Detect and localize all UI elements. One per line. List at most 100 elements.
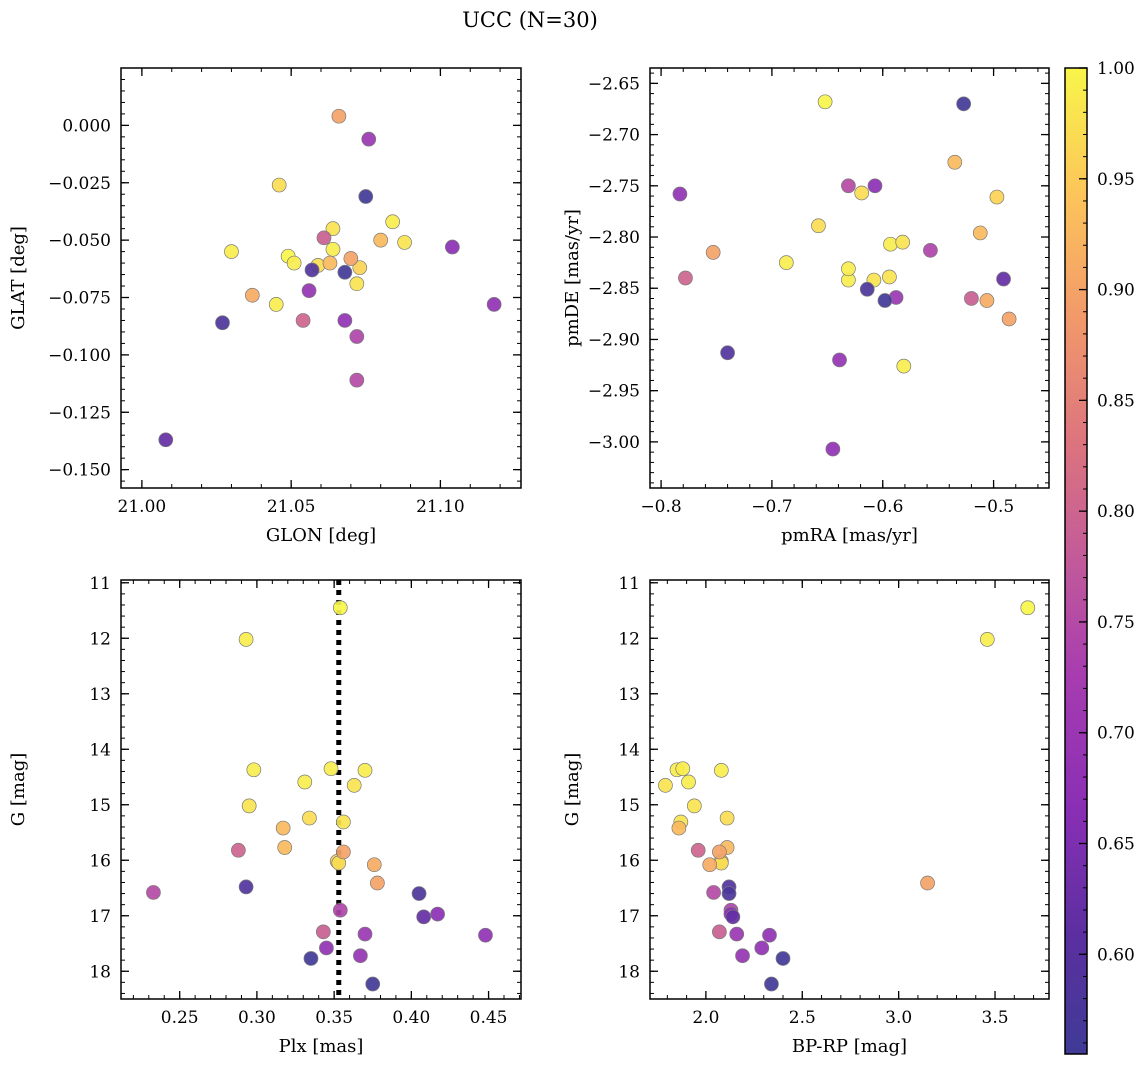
colorbar-tick-label: 0.70: [1097, 724, 1135, 744]
panel-3: 0.25 0.30 0.35 0.40 0.45 11 12 13 14 15 16 17 18 Plx …: [8, 574, 522, 1057]
scatter-point: [430, 906, 445, 922]
scatter-point: [325, 241, 341, 257]
y-tick-label: −2.75: [588, 177, 640, 197]
x-tick-label: 2.5: [789, 1008, 816, 1028]
scatter-point: [713, 763, 729, 778]
scatter-point: [302, 810, 317, 826]
y-tick-label: −2.85: [588, 279, 640, 299]
scatter-point: [996, 271, 1011, 287]
colorbar-tick-label: 0.85: [1097, 391, 1135, 411]
scatter-point: [686, 798, 702, 814]
y-tick-label: 12: [618, 629, 640, 649]
scatter-point: [681, 774, 696, 790]
x-tick-label: 21.10: [416, 497, 465, 517]
scatter-point: [416, 909, 432, 925]
scatter-point: [301, 283, 317, 298]
scatter-point: [268, 297, 284, 312]
scatter-point: [979, 632, 995, 647]
scatter-point: [238, 879, 254, 895]
scatter-point: [712, 844, 727, 860]
y-tick-label: 13: [89, 685, 111, 705]
scatter-point: [671, 820, 687, 836]
colorbar-tick-label: 1.00: [1097, 59, 1135, 79]
scatter-point: [319, 940, 334, 956]
scatter-point: [895, 234, 911, 250]
panel-4: 2.0 2.5 3.0 3.5 11 12 13 14 15 16 17 18 BP-RP [mag] G…: [562, 574, 1050, 1057]
scatter-point: [277, 840, 293, 855]
scatter-point: [385, 214, 400, 230]
scatter-point: [332, 902, 348, 918]
scatter-point: [956, 96, 972, 112]
scatter-point: [444, 239, 460, 255]
scatter-point: [337, 313, 353, 328]
y-tick-label: −0.050: [48, 231, 111, 251]
scatter-point: [729, 926, 745, 942]
y-tick-label: 15: [89, 796, 111, 816]
scatter-point: [778, 255, 794, 270]
panel-frame: [649, 67, 1050, 489]
y-tick-label: 18: [618, 962, 640, 982]
colorbar: 0.60 0.65 0.70 0.75 0.80 0.85 0.90 0.95 1.00: [1064, 59, 1135, 1055]
colorbar-gradient: [1065, 68, 1087, 1054]
scatter-point: [158, 432, 174, 448]
scatter-point: [370, 875, 385, 891]
scatter-point: [762, 927, 777, 943]
scatter-point: [735, 948, 750, 964]
scatter-point: [336, 844, 351, 860]
scatter-point: [832, 352, 847, 368]
y-tick-label: −0.075: [48, 289, 111, 309]
y-axis-label: G [mag]: [562, 753, 583, 826]
scatter-point: [361, 131, 377, 147]
scatter-point: [725, 909, 741, 925]
scatter-point: [720, 345, 735, 361]
scatter-point: [365, 976, 381, 992]
scatter-point: [882, 269, 897, 285]
scatter-point: [678, 270, 693, 286]
figure-title: UCC (N=30): [462, 8, 598, 32]
scatter-point: [754, 940, 770, 956]
x-tick-label: 3.0: [885, 1008, 912, 1028]
scatter-point: [349, 276, 365, 292]
colorbar-tick-label: 0.90: [1097, 281, 1135, 301]
y-tick-label: 0.000: [62, 116, 111, 136]
panel-2: −0.8 −0.7 −0.6 −0.5 −2.65 −2.70 −2.75 −2.80 −2.8…: [562, 67, 1050, 546]
scatter-point: [883, 236, 898, 252]
scatter-point: [373, 232, 389, 248]
colorbar-frame: [1064, 67, 1088, 1055]
y-tick-label: 15: [618, 796, 640, 816]
scatter-point: [353, 948, 368, 964]
scatter-point: [303, 951, 319, 966]
y-tick-label: −2.70: [588, 126, 640, 146]
x-tick-label: 21.05: [267, 497, 316, 517]
scatter-point: [486, 297, 502, 312]
scatter-point: [972, 225, 988, 241]
panel-frame: [649, 579, 1050, 1000]
scatter-point: [867, 178, 883, 194]
y-tick-label: −2.95: [588, 382, 640, 402]
scatter-point: [331, 108, 347, 124]
scatter-point: [896, 358, 912, 374]
scatter-point: [337, 264, 353, 280]
scatter-point: [675, 761, 691, 777]
scatter-point: [315, 924, 331, 940]
x-tick-label: 0.40: [392, 1008, 430, 1028]
scatter-point: [332, 600, 348, 616]
y-tick-label: 14: [618, 740, 640, 760]
y-tick-label: −0.150: [48, 461, 111, 481]
x-tick-label: −0.8: [640, 497, 681, 517]
scatter-point: [238, 632, 254, 647]
scatter-point: [316, 230, 332, 246]
scatter-point: [841, 178, 856, 194]
scatter-point: [295, 313, 311, 328]
panel-frame: [120, 67, 522, 489]
scatter-point: [322, 255, 338, 271]
x-axis-label: pmRA [mas/yr]: [781, 525, 918, 546]
scatter-point: [706, 885, 721, 900]
scatter-point: [775, 951, 791, 966]
colorbar-tick-label: 0.75: [1097, 613, 1135, 633]
scatter-point: [478, 927, 493, 943]
scatter-point: [825, 441, 841, 457]
scatter-point: [349, 329, 365, 344]
scatter-point: [397, 235, 412, 250]
scatter-point: [721, 886, 737, 901]
